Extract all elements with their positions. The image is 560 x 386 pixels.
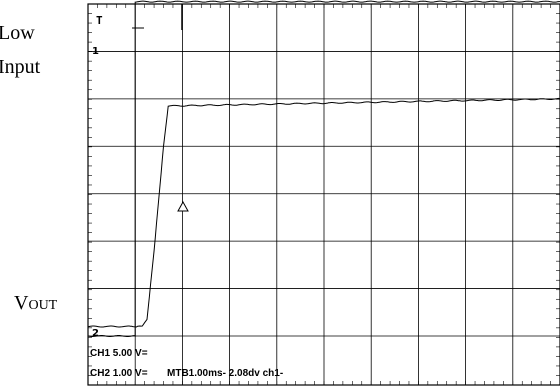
trigger-glyph: T xyxy=(96,14,103,27)
ch1-marker: 1 xyxy=(92,46,99,57)
vout-label: VOUT xyxy=(14,292,57,315)
trace-low-input xyxy=(87,0,560,337)
timebase-setting: MTB1.00ms- 2.08dv ch1- xyxy=(167,368,283,379)
ch1-setting: CH1 5.00 V= xyxy=(90,348,148,359)
input-label-line2: Input xyxy=(0,56,41,78)
ch2-setting: CH2 1.00 V= xyxy=(90,368,148,379)
scope-traces xyxy=(87,0,560,337)
scope-ticks xyxy=(87,3,560,386)
input-label-line1: Low xyxy=(0,22,35,44)
vout-label-main: V xyxy=(14,292,29,314)
trace-vout xyxy=(87,97,560,328)
vout-label-subscript: OUT xyxy=(28,298,58,313)
trigger-level-marker xyxy=(177,200,189,212)
ch2-marker: 2 xyxy=(92,328,99,339)
